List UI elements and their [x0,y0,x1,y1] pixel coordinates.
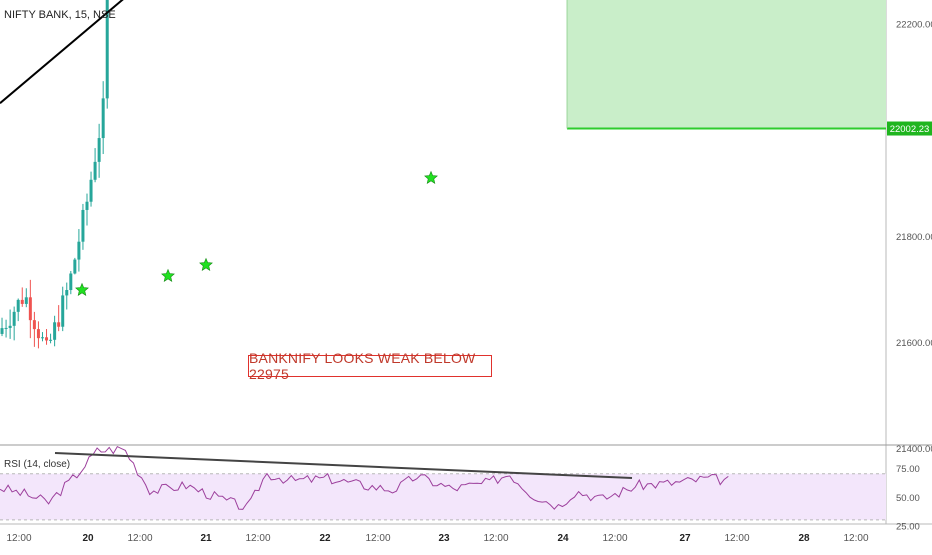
time-tick-label: 12:00 [245,533,270,544]
star-marker [199,257,213,271]
star-marker [424,170,438,184]
candle-body [57,322,61,327]
candle-body [0,328,4,334]
star-marker [161,268,175,282]
candle-body [105,0,109,99]
time-tick-label: 12:00 [602,533,627,544]
candle-body [81,209,85,242]
time-tick-label: 12:00 [724,533,749,544]
price-tick-label: 21800.00 [896,232,932,243]
trendline [0,0,124,104]
time-tick-label: 21 [200,533,212,544]
time-tick-label: 12:00 [483,533,508,544]
annotation-text: BANKNIFY LOOKS WEAK BELOW 22975 [249,350,476,382]
time-tick-label: 24 [557,533,569,544]
candle-body [97,138,101,162]
candle-body [12,311,16,326]
candle-body [101,98,105,139]
time-tick-label: 23 [438,533,450,544]
candle-body [40,337,44,339]
candle-body [65,290,69,296]
rsi-tick-label: 25.00 [896,522,920,533]
candle-body [85,201,89,210]
candle-body [4,327,8,329]
price-badge [887,121,932,136]
rsi-label: RSI (14, close) [4,459,70,470]
time-tick-label: 27 [679,533,691,544]
candle-body [32,320,36,330]
candle-body [16,299,20,312]
chart-title: NIFTY BANK, 15, NSE [4,9,116,21]
candle-body [61,295,65,327]
target-zone [567,0,886,129]
rsi-tick-label: 75.00 [896,464,920,475]
time-tick-label: 12:00 [843,533,868,544]
rsi-band [0,473,886,520]
price-tick-label: 21400.00 [896,444,932,455]
candle-body [69,273,73,291]
candle-body [93,161,97,180]
candle-body [45,337,49,341]
price-tick-label: 22200.00 [896,20,932,31]
time-tick-label: 22 [319,533,331,544]
candle-body [49,339,53,341]
candle-body [8,325,12,328]
time-tick-label: 12:00 [127,533,152,544]
candle-body [89,179,93,202]
time-tick-label: 12:00 [365,533,390,544]
price-badge-label: 22002.23 [890,124,930,135]
star-marker [75,282,89,296]
rsi-divergence-line [54,452,633,479]
time-tick-label: 20 [82,533,94,544]
candle-body [73,259,77,274]
candle-body [24,297,28,304]
time-tick-label: 28 [798,533,810,544]
annotation-box[interactable]: BANKNIFY LOOKS WEAK BELOW 22975 [248,350,492,382]
rsi-tick-label: 50.00 [896,493,920,504]
candle-body [20,299,24,304]
candle-body [77,241,81,260]
rsi-line [0,445,729,510]
time-tick-label: 12:00 [6,533,31,544]
price-tick-label: 21600.00 [896,338,932,349]
candle-body [53,322,57,340]
candle-body [28,297,32,321]
candle-body [36,329,40,339]
